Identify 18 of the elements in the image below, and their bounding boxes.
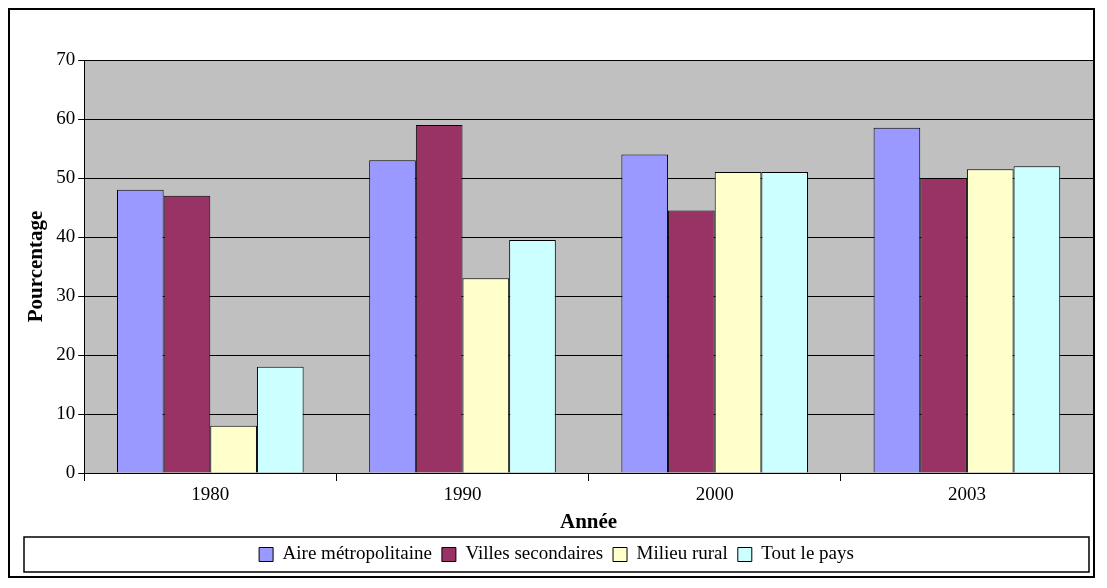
x-tick-label: 2000 [695,483,734,505]
x-tick-label: 1990 [443,483,482,505]
x-tick-label: 2003 [947,483,986,505]
x-tick-label: 1980 [191,483,230,505]
y-tick-label: 30 [56,283,76,305]
y-tick-label: 20 [56,342,76,364]
legend-label: Tout le pays [761,542,854,564]
legend-label: Aire métropolitaine [282,542,432,564]
y-tick-label: 70 [56,47,76,69]
legend-label: Villes secondaires [465,542,604,564]
y-axis-title: Pourcentage [23,210,48,323]
y-tick-label: 50 [56,165,76,187]
x-axis-title: Année [560,508,618,533]
y-tick-label: 0 [65,460,76,482]
y-tick-label: 60 [56,106,76,128]
legend-label: Milieu rural [636,542,728,564]
y-tick-label: 40 [56,224,76,246]
y-tick-label: 10 [56,401,76,423]
